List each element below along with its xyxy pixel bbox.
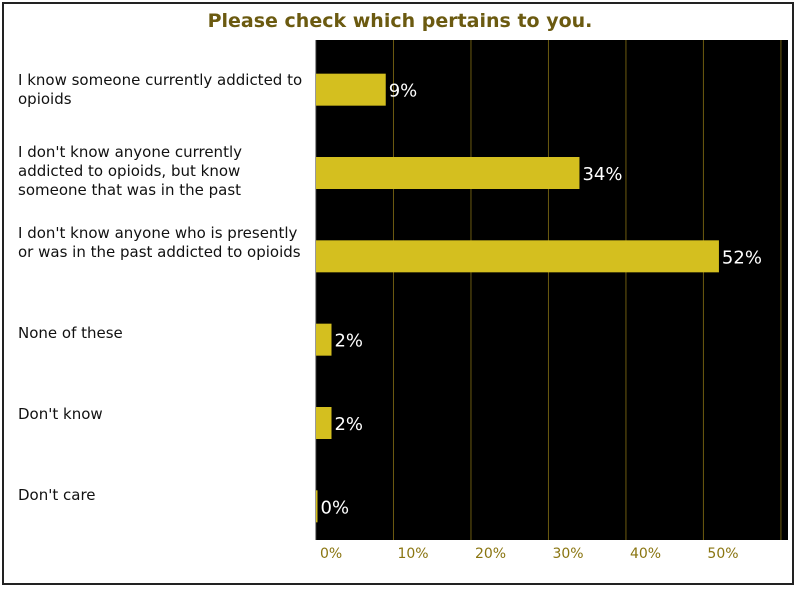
bar-value-label: 0% <box>321 497 350 518</box>
chart-title: Please check which pertains to you. <box>207 10 593 32</box>
x-tick-label: 0% <box>320 546 342 562</box>
plot-area <box>316 40 788 540</box>
bar <box>316 157 580 189</box>
category-label: None of these <box>18 324 123 342</box>
category-label: Don't care <box>18 486 96 504</box>
bar <box>316 323 332 356</box>
bar-value-label: 9% <box>389 81 418 102</box>
category-label: I don't know anyone currently addicted t… <box>18 143 242 199</box>
x-tick-label: 40% <box>630 546 661 562</box>
bar <box>316 407 332 439</box>
bar-value-label: 2% <box>334 331 363 352</box>
bar <box>316 240 719 273</box>
bar <box>316 490 318 523</box>
category-label: I know someone currently addicted to opi… <box>18 71 303 108</box>
bar-value-label: 52% <box>722 247 762 268</box>
x-tick-label: 20% <box>475 546 506 562</box>
bar <box>316 73 386 106</box>
bar-value-label: 2% <box>334 414 363 435</box>
x-tick-label: 10% <box>397 546 428 562</box>
category-label: I don't know anyone who is presently or … <box>18 224 301 261</box>
x-tick-label: 30% <box>552 546 583 562</box>
bar-value-label: 34% <box>582 164 622 185</box>
category-label: Don't know <box>18 405 103 423</box>
x-tick-label: 50% <box>707 546 738 562</box>
